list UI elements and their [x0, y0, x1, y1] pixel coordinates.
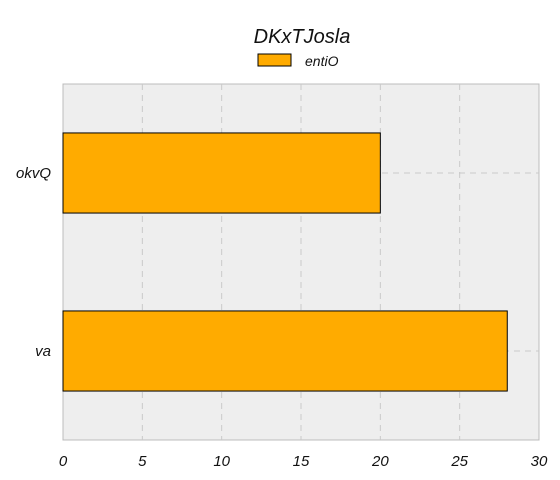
x-tick-label-3: 15 — [293, 453, 310, 470]
legend-label: entiO — [305, 53, 339, 69]
x-axis-ticks: 0 5 10 15 20 25 30 — [59, 453, 548, 470]
chart-title: DKxTJosla — [254, 26, 351, 48]
x-tick-label-2: 10 — [213, 453, 230, 470]
x-tick-label-6: 30 — [531, 453, 548, 470]
bars — [62, 132, 508, 392]
legend-swatch — [257, 53, 292, 67]
x-tick-label-0: 0 — [59, 453, 68, 470]
legend: entiO — [257, 53, 339, 69]
y-axis-ticks: okvQ va — [16, 165, 51, 360]
x-tick-label-5: 25 — [450, 453, 468, 470]
bar-okvQ — [62, 132, 381, 214]
y-tick-label-0: okvQ — [16, 165, 51, 182]
bar-va — [62, 310, 508, 392]
x-tick-label-4: 20 — [371, 453, 389, 470]
x-tick-label-1: 5 — [138, 453, 147, 470]
y-tick-label-1: va — [35, 343, 51, 360]
